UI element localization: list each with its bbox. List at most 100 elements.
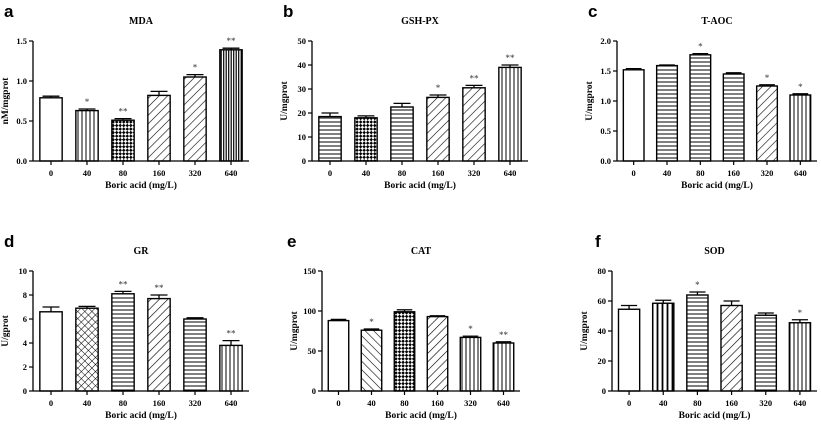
x-axis-label: Boric acid (mg/L) [679, 410, 751, 421]
x-tick-label: 80 [693, 398, 702, 408]
chart-title: GR [134, 246, 150, 257]
chart-panel-d: d GR 0 2 4 6 8 10 U/gprot 0 40 ** 80 ** 160 320 ** 640 Bor… [1, 232, 249, 421]
significance-marker: ** [499, 330, 509, 340]
panel-letter: a [4, 2, 14, 21]
panel-letter: e [287, 232, 296, 251]
bar [39, 311, 63, 392]
x-tick-label: 640 [794, 168, 807, 178]
y-tick-label: 0 [302, 156, 306, 166]
y-tick-label: 150 [303, 266, 316, 276]
chart-panel-f: f SOD 0 20 40 60 80 U/mgprot 0 40 * 80 160 320 * 640 Bor… [580, 232, 817, 421]
x-tick-label: 40 [659, 398, 668, 408]
x-tick-label: 0 [632, 168, 636, 178]
y-tick-label: 20 [598, 356, 607, 366]
x-tick-label: 160 [727, 168, 740, 178]
chart-panel-c: c T-AOC 0.0 0.5 1.0 1.5 2.0 U/mgprot 0 40 * 80 160 * 3… [585, 2, 817, 191]
x-tick-label: 160 [725, 398, 738, 408]
significance-marker: ** [227, 36, 237, 46]
bar [147, 94, 171, 162]
x-tick-label: 80 [119, 398, 128, 408]
bar [318, 115, 342, 162]
significance-marker: * [436, 83, 441, 93]
significance-marker: ** [119, 107, 129, 117]
significance-marker: * [695, 280, 700, 290]
x-tick-label: 640 [497, 398, 510, 408]
bar [498, 66, 522, 162]
x-tick-label: 80 [119, 168, 128, 178]
bar [686, 294, 709, 392]
chart-panel-e: e CAT 0 50 100 150 U/mgprot 0 * 40 80 160 * 320 ** 640 B… [287, 232, 520, 421]
x-tick-label: 0 [49, 168, 53, 178]
bar [788, 322, 812, 392]
panel-letter: d [4, 232, 14, 251]
significance-marker: * [468, 324, 473, 334]
y-axis-label: nM/mgprot [1, 77, 11, 125]
bar [219, 344, 243, 392]
chart-title: MDA [129, 16, 154, 27]
bar [459, 336, 482, 392]
y-tick-label: 6 [23, 314, 27, 324]
bar [219, 49, 243, 162]
significance-marker: ** [506, 53, 516, 63]
y-tick-label: 10 [298, 132, 307, 142]
x-tick-label: 320 [759, 398, 772, 408]
bar [755, 85, 779, 162]
x-tick-label: 320 [464, 398, 477, 408]
y-tick-label: 1.0 [600, 96, 611, 106]
significance-marker: * [765, 73, 770, 83]
bar [183, 76, 207, 162]
x-tick-label: 40 [367, 398, 376, 408]
significance-marker: * [798, 82, 803, 92]
x-tick-label: 80 [696, 168, 705, 178]
x-tick-label: 320 [189, 398, 202, 408]
chart-panel-b: b GSH-PX 0 10 20 30 40 50 U/mgprot 0 40 80 * 160 ** 320… [280, 2, 528, 191]
bar [39, 97, 63, 162]
bar [492, 342, 515, 392]
x-axis-label: Boric acid (mg/L) [385, 410, 457, 421]
y-tick-label: 0.5 [16, 116, 27, 126]
y-tick-label: 2.0 [600, 36, 611, 46]
significance-marker: * [369, 317, 374, 327]
panel-letter: c [588, 2, 597, 21]
bar [720, 304, 743, 392]
x-tick-label: 320 [189, 168, 202, 178]
bar [75, 109, 99, 162]
bar [426, 315, 449, 392]
significance-marker: * [698, 42, 703, 52]
y-tick-label: 40 [298, 60, 307, 70]
x-axis-label: Boric acid (mg/L) [105, 180, 177, 191]
y-tick-label: 60 [598, 296, 607, 306]
significance-marker: * [193, 63, 198, 73]
y-tick-label: 1.5 [600, 66, 611, 76]
bar [183, 318, 207, 392]
y-tick-label: 0 [23, 386, 27, 396]
significance-marker: ** [470, 73, 480, 83]
y-tick-label: 0 [312, 386, 316, 396]
bar [462, 87, 486, 162]
x-tick-label: 640 [504, 168, 517, 178]
y-tick-label: 1.5 [16, 36, 27, 46]
x-tick-label: 640 [225, 168, 238, 178]
bar [147, 297, 171, 392]
y-tick-label: 100 [303, 306, 316, 316]
bar [689, 54, 712, 162]
y-tick-label: 50 [308, 346, 317, 356]
significance-marker: ** [227, 329, 237, 339]
y-tick-label: 0.0 [16, 156, 27, 166]
y-tick-label: 80 [598, 266, 607, 276]
y-tick-label: 10 [19, 266, 28, 276]
y-tick-label: 50 [298, 36, 307, 46]
x-tick-label: 640 [225, 398, 238, 408]
y-tick-label: 2 [23, 362, 27, 372]
bar [327, 319, 350, 392]
bar [393, 311, 416, 392]
y-axis-label: U/mgprot [580, 310, 590, 350]
panel-letter: b [283, 2, 293, 21]
bar [75, 307, 99, 392]
y-tick-label: 20 [298, 108, 307, 118]
x-tick-label: 40 [83, 398, 92, 408]
x-tick-label: 0 [627, 398, 631, 408]
bar [111, 293, 135, 392]
significance-marker: ** [155, 283, 165, 293]
